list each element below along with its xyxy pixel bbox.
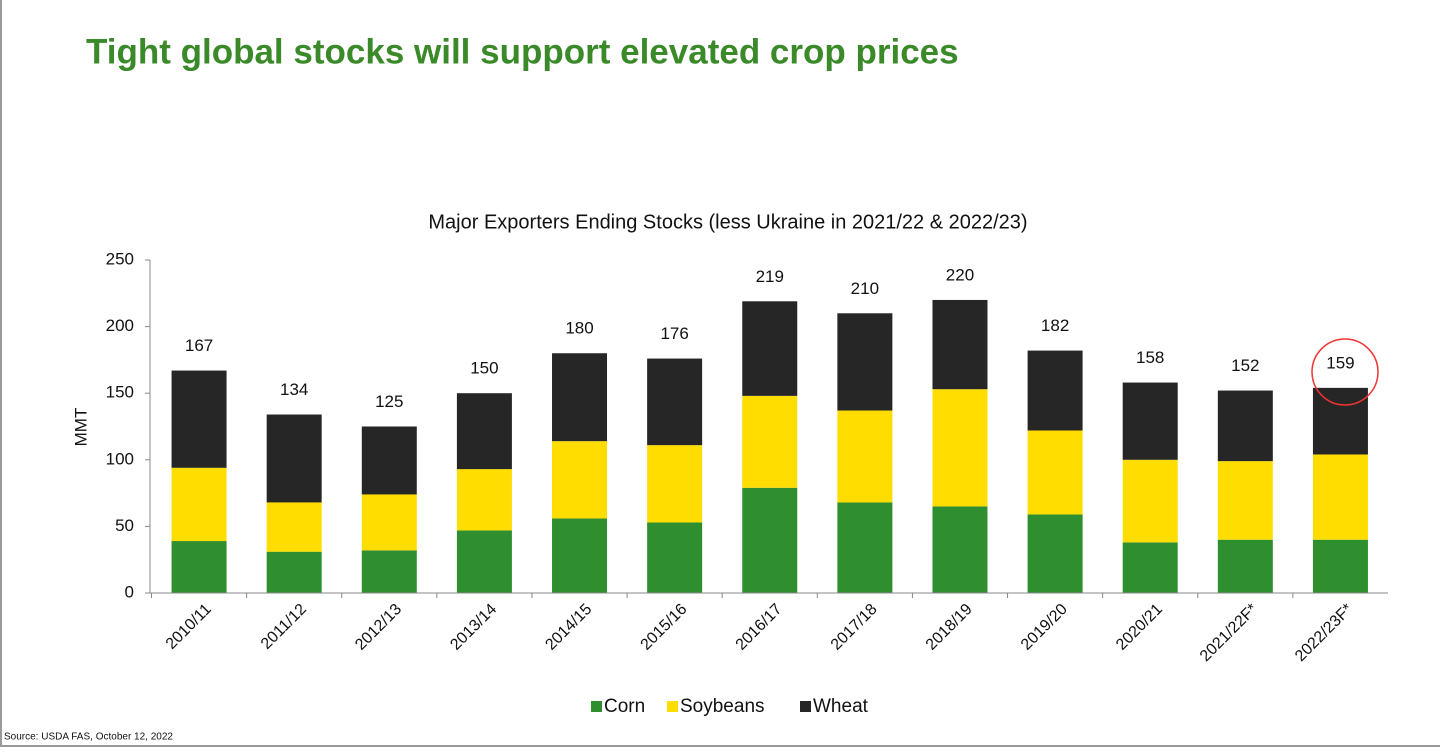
y-tick-label: 200 — [106, 316, 134, 335]
total-label: 210 — [851, 279, 879, 298]
total-label: 180 — [565, 319, 593, 338]
legend-swatch — [800, 701, 811, 712]
bar-segment — [647, 445, 703, 523]
bar-segment — [1027, 430, 1083, 515]
total-label: 134 — [280, 380, 308, 399]
highlight-circle — [1311, 338, 1379, 406]
bar-segment — [361, 550, 417, 593]
total-label: 220 — [946, 265, 974, 284]
bar-segment — [837, 410, 893, 503]
bar-segment — [456, 393, 512, 470]
slide-title: Tight global stocks will support elevate… — [86, 32, 959, 71]
bar-segment — [1122, 382, 1178, 460]
bar-segment — [552, 518, 608, 593]
y-tick-label: 0 — [125, 582, 134, 601]
legend-label: Soybeans — [680, 696, 765, 717]
bar-segment — [932, 299, 988, 390]
bar-segment — [1027, 350, 1083, 431]
bar-segment — [1122, 542, 1178, 593]
y-tick-label: 100 — [106, 449, 134, 468]
y-axis-label: MMT — [71, 408, 90, 447]
bar-segment — [837, 313, 893, 411]
y-tick-label: 250 — [106, 249, 134, 268]
total-label: 219 — [756, 267, 784, 286]
bar-segment — [266, 414, 322, 503]
total-label: 159 — [1326, 353, 1354, 372]
total-label: 158 — [1136, 348, 1164, 367]
bar-segment — [552, 353, 608, 442]
total-label: 150 — [470, 359, 498, 378]
bar-segment — [1217, 390, 1273, 462]
bar-segment — [932, 506, 988, 593]
bar-segment — [1217, 539, 1273, 593]
bar-segment — [1312, 454, 1368, 540]
bar-segment — [647, 358, 703, 446]
y-tick-label: 50 — [115, 516, 134, 535]
bar-segment — [171, 467, 227, 542]
bar-segment — [1122, 459, 1178, 543]
bar-segment — [266, 502, 322, 552]
total-label: 125 — [375, 392, 403, 411]
bar-segment — [1217, 461, 1273, 540]
total-label: 182 — [1041, 316, 1069, 335]
bar-segment — [837, 502, 893, 593]
bar-segment — [171, 370, 227, 468]
bar-segment — [742, 487, 798, 593]
bar-segment — [1312, 539, 1368, 593]
bar-segment — [361, 426, 417, 495]
total-label: 176 — [660, 324, 688, 343]
source-note: Source: USDA FAS, October 12, 2022 — [4, 732, 173, 743]
bar-segment — [361, 494, 417, 551]
bar-segment — [742, 395, 798, 488]
bar-segment — [266, 551, 322, 593]
legend-label: Corn — [604, 696, 645, 717]
bar-segment — [647, 522, 703, 593]
legend-swatch — [591, 701, 602, 712]
bar-segment — [171, 541, 227, 593]
bar-segment — [932, 389, 988, 507]
bar-segment — [1312, 387, 1368, 455]
bar-segment — [742, 301, 798, 396]
legend-label: Wheat — [813, 696, 869, 717]
total-label: 167 — [185, 336, 213, 355]
bar-segment — [1027, 514, 1083, 593]
chart-title: Major Exporters Ending Stocks (less Ukra… — [428, 211, 1027, 233]
legend-swatch — [667, 701, 678, 712]
y-tick-label: 150 — [106, 383, 134, 402]
total-label: 152 — [1231, 356, 1259, 375]
bar-segment — [552, 441, 608, 519]
bar-segment — [456, 530, 512, 593]
bar-segment — [456, 469, 512, 531]
